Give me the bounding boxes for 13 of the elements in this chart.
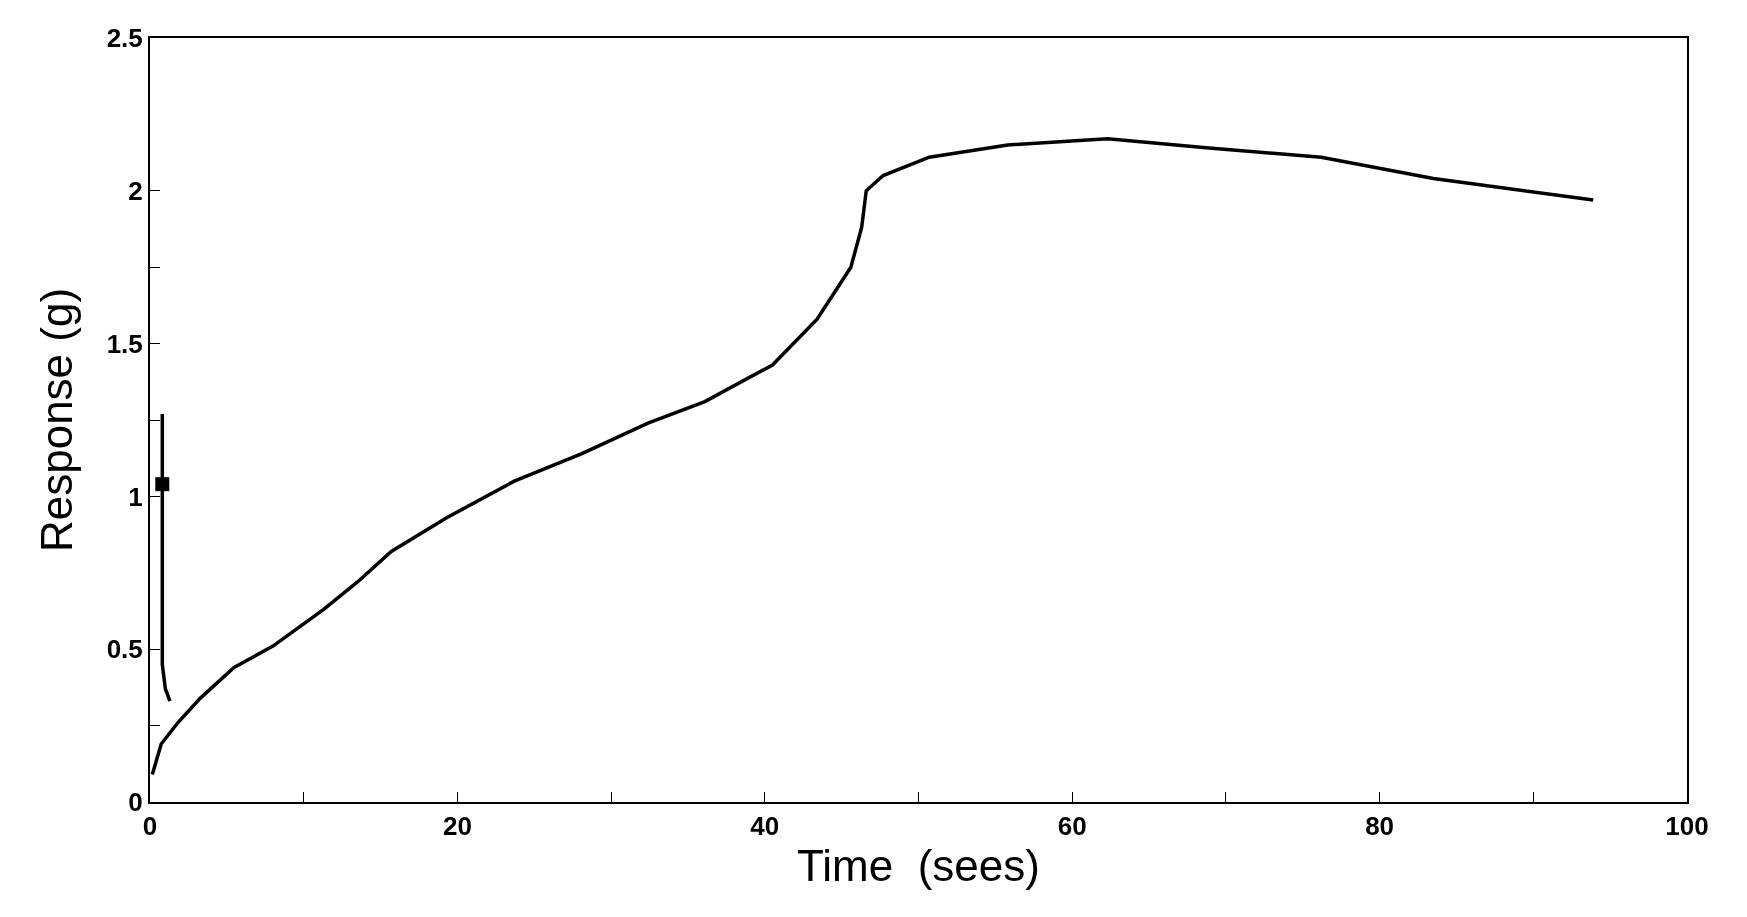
x-axis-title: Time (sees) [797, 841, 1040, 890]
y-tick-label: 1 [128, 481, 143, 512]
y-axis-title: Response (g) [32, 287, 82, 553]
y-tick-label: 0.5 [106, 634, 143, 665]
y-tick-label: 2 [128, 175, 143, 206]
y-tick-label: 1.5 [106, 328, 143, 359]
x-tick-label: 100 [1665, 811, 1709, 842]
x-tick-label: 20 [442, 811, 472, 842]
x-tick-label: 60 [1057, 811, 1087, 842]
x-tick-label: 80 [1365, 811, 1395, 842]
y-tick-label: 2.5 [106, 23, 143, 54]
y-tick-label: 0 [128, 787, 143, 818]
x-tick-label: 40 [750, 811, 780, 842]
